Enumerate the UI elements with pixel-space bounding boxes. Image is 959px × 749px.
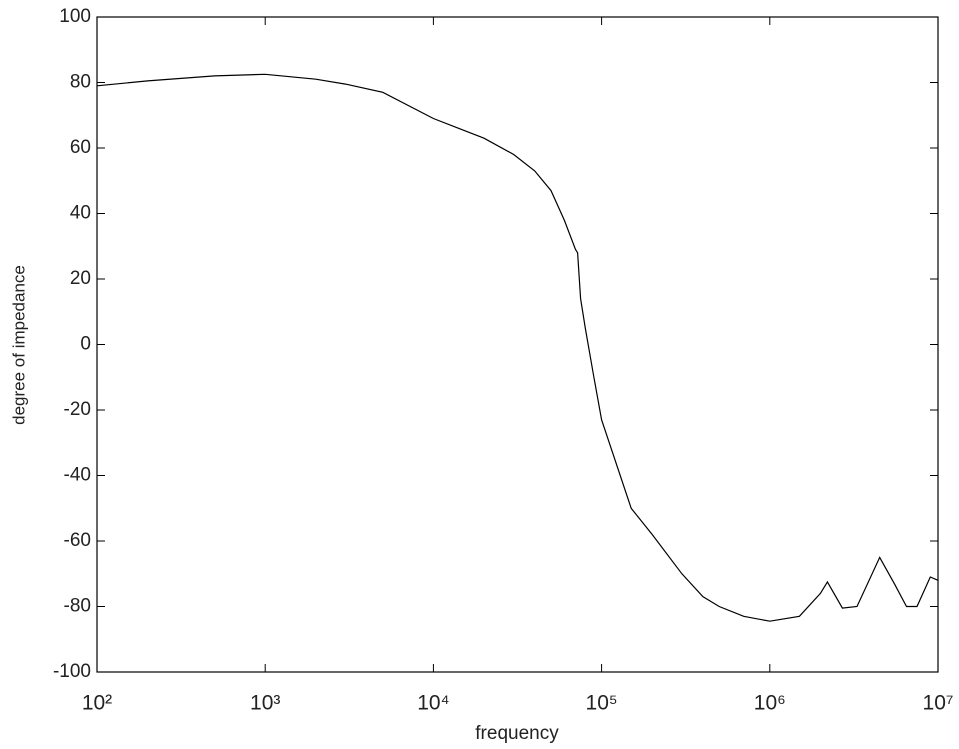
x-axis-label: frequency [475,723,559,744]
y-tick-label: 100 [59,6,91,27]
y-tick-label: 40 [70,203,91,224]
plot-frame [96,16,939,673]
x-tick-label: 10³ [250,692,280,715]
x-tick-label: 10⁶ [754,692,786,715]
y-tick-label: 0 [80,334,91,355]
x-tick-label: 10⁷ [923,692,954,715]
y-tick-label: -100 [53,661,91,682]
x-tick-label: 10² [82,692,112,715]
y-tick-label: -60 [64,530,91,551]
data-line [96,73,939,622]
y-tick-label: 20 [70,268,91,289]
y-tick-label: 80 [70,72,91,93]
y-tick-label: -40 [64,465,91,486]
y-tick-label: 60 [70,137,91,158]
x-tick-label: 10⁴ [417,692,449,715]
y-axis-label: degree of impedance [9,265,28,425]
y-tick-label: -80 [64,596,91,617]
x-tick-label: 10⁵ [586,692,618,715]
y-tick-label: -20 [64,399,91,420]
